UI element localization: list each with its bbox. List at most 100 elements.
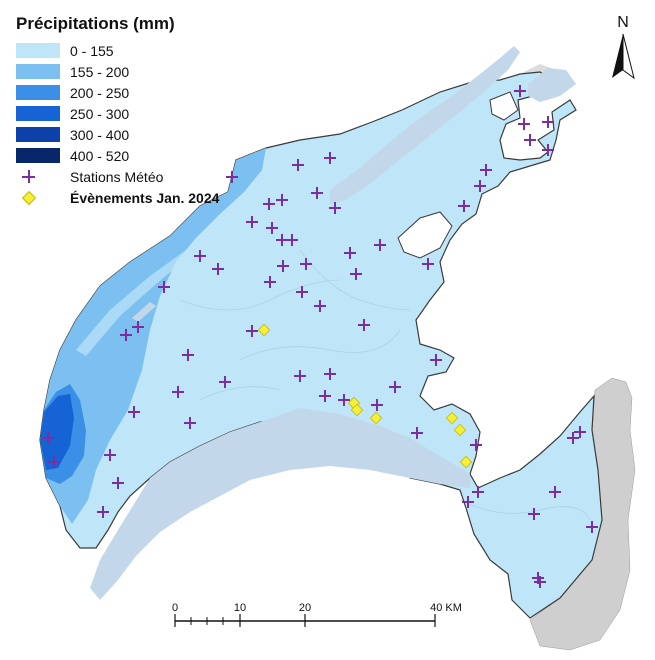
legend-label: 200 - 250 [70,84,130,101]
station-marker [246,216,258,228]
station-marker [350,268,362,280]
station-marker [422,258,434,270]
station-marker [470,439,482,451]
scale-label-10: 10 [233,602,247,614]
station-marker [324,152,336,164]
station-marker [514,85,526,97]
station-marker [172,386,184,398]
station-marker [264,276,276,288]
event-marker [257,323,271,337]
station-marker [158,281,170,293]
station-marker [97,506,109,518]
station-marker [480,164,492,176]
event-marker [453,423,467,437]
station-marker [296,286,308,298]
events-jan-2024 [257,323,473,469]
station-marker [194,250,206,262]
north-label: N [617,14,629,31]
station-marker [542,116,554,128]
station-marker [371,399,383,411]
legend-label: 250 - 300 [70,105,130,122]
station-marker [219,376,231,388]
station-marker [462,496,474,508]
precip-band-250-300 [40,394,74,470]
enclave-boundary-2 [489,91,519,121]
station-marker [112,477,124,489]
station-marker [319,390,331,402]
legend-item-155-200: 155 - 200 [16,61,219,82]
station-marker [132,321,144,333]
river-network [179,249,591,521]
station-marker [574,426,586,438]
station-marker [338,394,350,406]
precip-band-strip [76,250,190,356]
legend-item-400-520: 400 - 520 [16,145,219,166]
station-marker [586,521,598,533]
scale-label-0: 0 [171,602,179,614]
legend-label: 0 - 155 [70,42,114,59]
station-marker [277,260,289,272]
station-marker [389,381,401,393]
swatch-300-400 [16,127,60,142]
station-marker [300,258,312,270]
event-marker [350,403,364,417]
lake-neuchatel [330,46,520,204]
station-marker [182,349,194,361]
station-marker [263,198,275,210]
station-marker [528,508,540,520]
weather-stations [42,85,598,588]
station-marker [48,456,60,468]
lake-geneva [90,408,470,600]
legend-item-0-155: 0 - 155 [16,40,219,61]
legend-label: Évènements Jan. 2024 [70,189,220,206]
swatch-400-520 [16,148,60,163]
station-marker [358,319,370,331]
station-marker [212,263,224,275]
event-marker [459,455,473,469]
station-marker [549,486,561,498]
event-symbol-icon [16,190,60,205]
event-marker [369,411,383,425]
legend-item-events: Évènements Jan. 2024 [16,187,219,208]
station-marker [104,449,116,461]
station-marker [120,329,132,341]
lac-de-joux [132,302,156,322]
legend-label: 400 - 520 [70,147,130,164]
station-marker [458,200,470,212]
enclave-boundary [397,211,453,259]
station-marker [294,370,306,382]
station-marker [128,406,140,418]
legend-item-250-300: 250 - 300 [16,103,219,124]
station-marker [324,368,336,380]
precip-band-155-200 [40,148,266,524]
station-marker [184,417,196,429]
scale-label-40: 40 KM [430,602,462,614]
station-marker [226,171,238,183]
station-marker [474,180,486,192]
station-marker [518,118,530,130]
station-marker [311,187,323,199]
swatch-0-155 [16,43,60,58]
station-marker [276,194,288,206]
station-marker [329,202,341,214]
swatch-155-200 [16,64,60,79]
north-arrow: N [608,14,638,80]
station-marker [344,247,356,259]
legend-item-300-400: 300 - 400 [16,124,219,145]
station-marker [524,134,536,146]
station-marker [314,300,326,312]
legend-title: Précipitations (mm) [16,14,175,33]
station-marker [534,576,546,588]
station-marker [42,432,54,444]
swatch-250-300 [16,106,60,121]
scale-label-20: 20 [298,602,312,614]
station-marker [266,222,278,234]
north-arrow-icon [612,33,635,80]
legend-label: 155 - 200 [70,63,130,80]
station-marker [430,354,442,366]
scale-bar [174,614,436,627]
station-symbol-icon [16,169,60,184]
legend-item-200-250: 200 - 250 [16,82,219,103]
station-marker [292,159,304,171]
